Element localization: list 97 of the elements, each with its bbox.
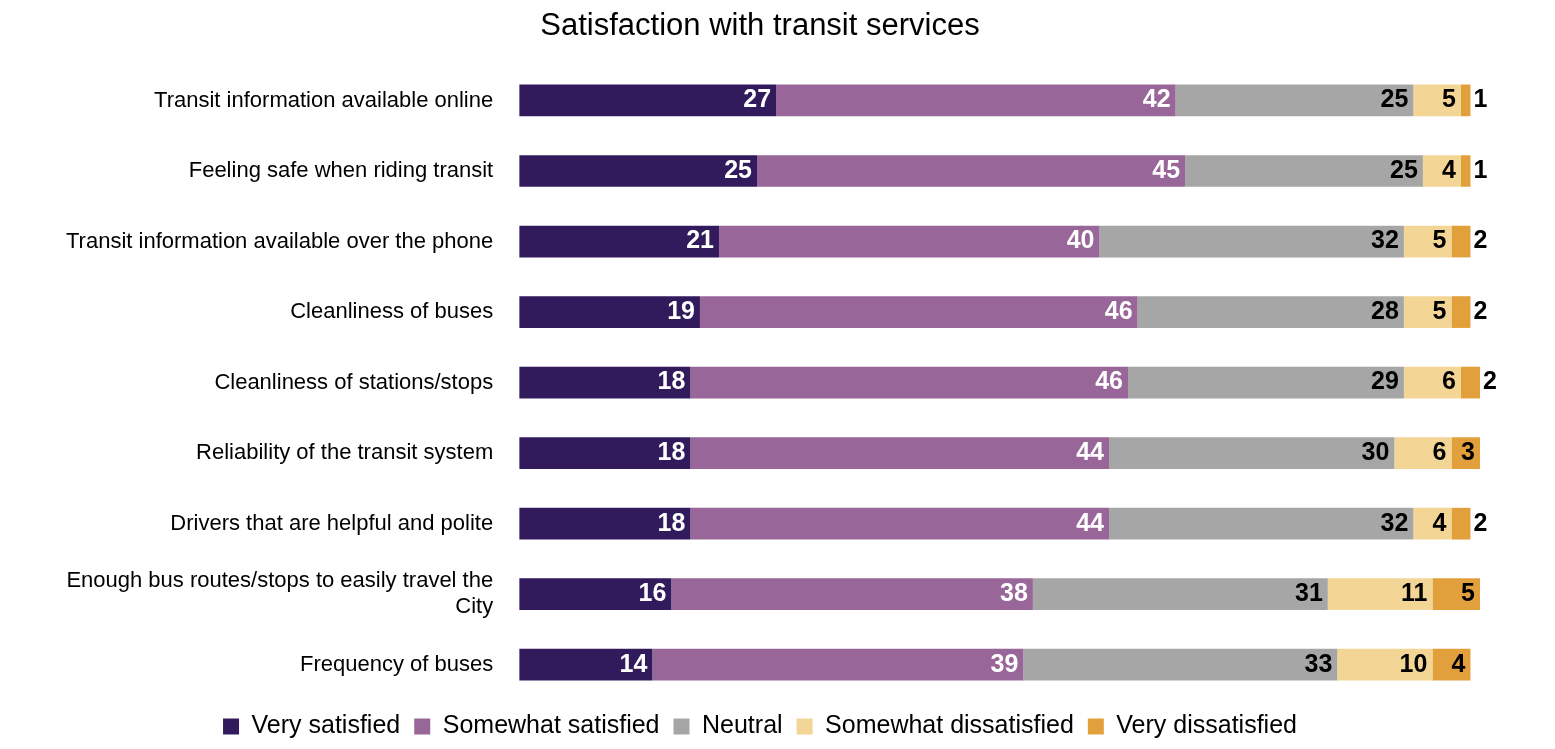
bar (690, 437, 1109, 469)
data-label: 32 (1380, 507, 1409, 536)
bar (1432, 578, 1480, 611)
data-label: 25 (1380, 84, 1409, 113)
data-label: 18 (657, 507, 686, 536)
bar (690, 507, 1109, 540)
bar (1394, 437, 1452, 469)
y-tick-label: Transit information available online (154, 86, 494, 112)
bar (1337, 648, 1433, 681)
bar (1109, 507, 1414, 540)
data-label: 2 (1473, 295, 1488, 324)
data-label: 6 (1442, 366, 1456, 395)
bar (671, 578, 1033, 611)
y-tick-label: Reliability of the transit system (196, 439, 494, 465)
data-label: 5 (1432, 225, 1447, 254)
data-label: 25 (724, 154, 753, 183)
data-label: 2 (1483, 366, 1497, 395)
data-label: 4 (1432, 507, 1447, 536)
bar (699, 296, 1138, 328)
data-label: 25 (1390, 154, 1419, 183)
data-label: 45 (1152, 154, 1181, 183)
data-label: 44 (1076, 507, 1105, 536)
chart-title: Satisfaction with transit services (540, 7, 980, 43)
data-label: 29 (1371, 366, 1399, 395)
legend-label: Very dissatisfied (1116, 710, 1297, 739)
data-label: 16 (638, 578, 667, 607)
data-label: 6 (1432, 437, 1447, 466)
bar (519, 648, 653, 681)
bar (1327, 578, 1433, 611)
legend-label: Neutral (702, 710, 783, 739)
bar (1460, 155, 1471, 187)
data-label: 30 (1361, 437, 1390, 466)
data-label: 4 (1451, 648, 1466, 677)
bar (519, 578, 672, 611)
data-label: 21 (686, 225, 715, 254)
data-label: 44 (1076, 437, 1105, 466)
data-label: 1 (1473, 154, 1488, 183)
data-label: 5 (1461, 578, 1476, 607)
bar (519, 437, 691, 469)
bar (1109, 437, 1395, 469)
data-label: 39 (990, 648, 1019, 677)
y-tick-label: Feeling safe when riding transit (188, 157, 494, 183)
bar (690, 366, 1129, 399)
data-label: 18 (657, 437, 686, 466)
bar (1137, 296, 1404, 328)
y-tick-label: Frequency of buses (299, 650, 494, 676)
bar (1099, 225, 1404, 258)
data-label: 27 (743, 84, 772, 113)
data-label: 2 (1473, 225, 1488, 254)
y-tick-label: Drivers that are helpful and polite (170, 509, 494, 535)
bar (1460, 84, 1471, 117)
data-label: 3 (1461, 437, 1475, 466)
legend-label: Very satisfied (251, 710, 401, 739)
bar (1185, 155, 1423, 187)
y-tick-label: Cleanliness of buses (290, 298, 494, 324)
data-label: 46 (1104, 295, 1133, 324)
data-label: 18 (657, 366, 686, 395)
y-tick-label: Enough bus routes/stops to easily travel the City (66, 567, 494, 619)
data-label: 5 (1442, 84, 1457, 113)
bar (519, 296, 700, 328)
bar (1451, 225, 1471, 258)
data-label: 5 (1432, 295, 1447, 324)
data-label: 2 (1473, 507, 1488, 536)
bar (652, 648, 1024, 681)
legend-label: Somewhat satisfied (442, 710, 660, 739)
bar (1023, 648, 1338, 681)
bar (519, 155, 758, 187)
data-label: 38 (1000, 578, 1028, 607)
bar (1128, 366, 1404, 399)
y-tick-label: Cleanliness of stations/stops (214, 368, 494, 394)
bar (757, 155, 1186, 187)
bar (519, 507, 691, 540)
data-label: 1 (1473, 84, 1488, 113)
data-label: 32 (1371, 225, 1399, 254)
bar (519, 366, 691, 399)
data-label: 40 (1066, 225, 1095, 254)
bar (718, 225, 1100, 258)
bar (519, 225, 719, 258)
y-tick-label: Transit information available over the phone (65, 227, 494, 253)
data-label: 11 (1401, 578, 1428, 607)
data-label: 14 (619, 648, 648, 677)
bar (519, 84, 777, 117)
bar (776, 84, 1176, 117)
bar (1032, 578, 1328, 611)
data-label: 46 (1095, 366, 1124, 395)
legend-label: Somewhat dissatisfied (825, 710, 1074, 739)
data-label: 28 (1371, 295, 1399, 324)
bar (1451, 507, 1471, 540)
data-label: 33 (1304, 648, 1333, 677)
bar (1451, 296, 1471, 328)
bar (1175, 84, 1414, 117)
data-label: 10 (1399, 648, 1428, 677)
data-label: 4 (1442, 154, 1457, 183)
data-label: 19 (667, 295, 695, 324)
bar (1460, 366, 1480, 399)
data-label: 31 (1294, 578, 1323, 607)
data-label: 42 (1142, 84, 1171, 113)
